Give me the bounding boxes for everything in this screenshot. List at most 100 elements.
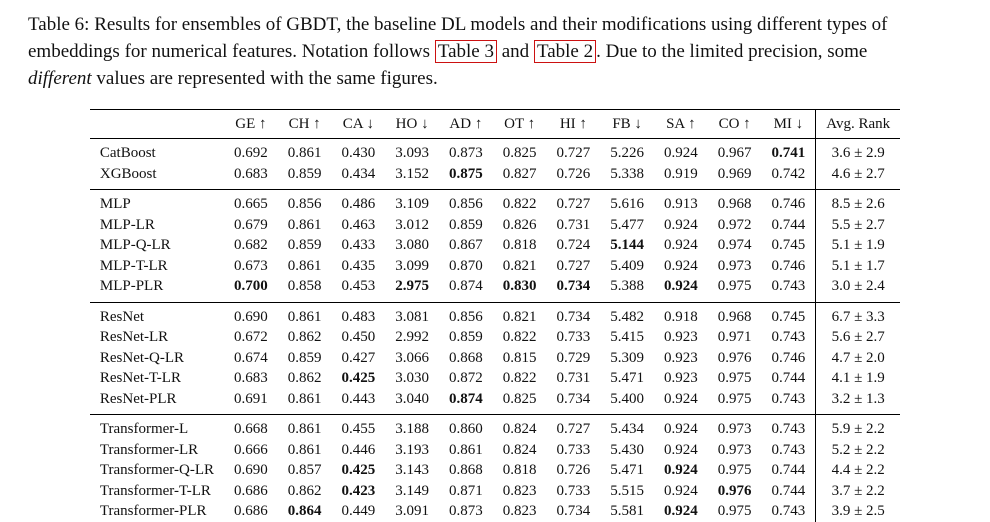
metric-value-cell: 0.822: [502, 329, 537, 346]
column-header: HI ↑: [546, 108, 601, 140]
metric-value-cell: 0.743: [771, 390, 806, 407]
metric-value-cell: 5.515: [610, 482, 644, 499]
metric-value-cell: 3.081: [395, 308, 429, 325]
metric-value-cell: 0.859: [449, 329, 483, 346]
table-row: ResNet 0.690 0.861 0.483 3.081 0.856 0.821 0.73…: [90, 302, 901, 328]
avg-rank-cell: 3.0 ± 2.4: [815, 276, 901, 303]
metric-value-cell: 0.861: [287, 216, 322, 233]
ref-link[interactable]: Table 2: [533, 39, 597, 63]
metric-value-cell: 0.731: [556, 216, 591, 233]
metric-value-cell: 0.726: [556, 165, 591, 182]
metric-value-cell: 0.734: [556, 390, 591, 407]
metric-value-cell: 0.827: [502, 165, 537, 182]
metric-value-cell: 0.861: [287, 441, 322, 458]
metric-value-cell: 0.731: [556, 370, 591, 387]
caption-text: and: [497, 40, 534, 62]
metric-value-cell: 3.066: [395, 349, 429, 366]
metric-value-cell: 0.918: [664, 308, 698, 325]
metric-value-cell: 0.734: [556, 503, 591, 520]
metric-value-cell: 0.425: [341, 370, 376, 387]
metric-value-cell: 0.673: [234, 257, 268, 274]
metric-value-cell: 0.746: [771, 257, 806, 274]
ref-link[interactable]: Table 3: [434, 39, 497, 63]
metric-value-cell: 0.924: [664, 462, 698, 479]
metric-value-cell: 0.975: [717, 278, 752, 295]
metric-value-cell: 0.486: [341, 196, 376, 213]
metric-value-cell: 0.743: [771, 421, 806, 438]
metric-value-cell: 0.924: [664, 257, 698, 274]
metric-value-cell: 0.726: [556, 462, 591, 479]
model-name-cell: MLP-Q-LR: [99, 237, 171, 254]
metric-value-cell: 0.976: [717, 482, 752, 499]
metric-value-cell: 0.746: [771, 349, 806, 366]
column-header: AD ↑: [439, 108, 493, 140]
table-row: ResNet-T-LR 0.683 0.862 0.425 3.030 0.872 0.82…: [90, 368, 901, 390]
metric-value-cell: 0.690: [234, 308, 268, 325]
metric-value-cell: 0.825: [502, 145, 537, 162]
metric-value-cell: 0.923: [664, 349, 698, 366]
metric-value-cell: 0.425: [341, 462, 376, 479]
metric-value-cell: 0.919: [664, 165, 698, 182]
metric-value-cell: 0.744: [771, 216, 806, 233]
metric-value-cell: 0.924: [664, 278, 698, 295]
metric-value-cell: 0.976: [717, 349, 752, 366]
metric-value-cell: 0.700: [234, 278, 268, 295]
metric-value-cell: 0.435: [341, 257, 376, 274]
metric-value-cell: 5.434: [610, 421, 644, 438]
model-name-cell: Transformer-L: [99, 421, 189, 438]
metric-value-cell: 0.856: [449, 308, 483, 325]
avg-rank-cell: 4.4 ± 2.2: [815, 460, 901, 482]
model-name-cell: MLP: [99, 196, 131, 213]
table-row: MLP-PLR 0.700 0.858 0.453 2.975 0.874 0.830 0.7…: [90, 276, 901, 303]
model-name-cell: Transformer-PLR: [99, 503, 207, 520]
avg-rank-cell: 4.6 ± 2.7: [815, 164, 901, 190]
column-header: SA ↑: [654, 108, 708, 140]
metric-value-cell: 0.830: [502, 278, 537, 295]
model-name-cell: Transformer-T-LR: [99, 482, 211, 499]
metric-value-cell: 0.825: [502, 390, 537, 407]
metric-value-cell: 0.972: [717, 216, 752, 233]
metric-value-cell: 0.745: [771, 237, 806, 254]
avg-rank-cell: 4.7 ± 2.0: [815, 348, 901, 369]
metric-value-cell: 0.434: [341, 165, 376, 182]
table-group: MLP 0.665 0.856 0.486 3.109 0.856 0.822 0.727 5.…: [89, 189, 901, 303]
metric-value-cell: 3.080: [395, 237, 429, 254]
table-header: GE ↑ CH ↑ CA ↓ HO ↓ AD ↑ OT ↑ HI ↑ FB ↓ SA ↑ CO ↑…: [89, 108, 901, 140]
metric-value-cell: 0.862: [287, 482, 322, 499]
metric-value-cell: 0.430: [341, 145, 376, 162]
metric-value-cell: 0.446: [341, 441, 376, 458]
avg-rank-cell: 5.1 ± 1.9: [815, 235, 901, 257]
metric-value-cell: 0.874: [449, 390, 483, 407]
column-header: MI ↓: [761, 108, 816, 140]
avg-rank-cell: 3.7 ± 2.2: [815, 481, 901, 502]
metric-value-cell: 0.859: [287, 237, 322, 254]
model-name-cell: ResNet-T-LR: [99, 370, 181, 387]
metric-value-cell: 0.433: [341, 237, 376, 254]
metric-value-cell: 0.875: [449, 165, 483, 182]
table-row: MLP-T-LR 0.673 0.861 0.435 3.099 0.870 0.821 0.…: [90, 256, 901, 277]
metric-value-cell: 0.924: [664, 216, 698, 233]
metric-value-cell: 0.691: [234, 390, 268, 407]
table-row: Transformer-T-LR 0.686 0.862 0.423 3.149 0.87…: [90, 481, 901, 502]
metric-value-cell: 0.483: [341, 308, 376, 325]
table-row: Transformer-LR 0.666 0.861 0.446 3.193 0.861 0…: [90, 440, 901, 461]
metric-value-cell: 0.727: [556, 257, 591, 274]
metric-value-cell: 0.868: [449, 462, 483, 479]
metric-value-cell: 0.443: [341, 390, 376, 407]
caption-text: values are represented with the same fig…: [91, 67, 438, 89]
metric-value-cell: 0.868: [449, 349, 483, 366]
metric-value-cell: 0.746: [771, 196, 806, 213]
model-name-cell: MLP-PLR: [99, 278, 164, 295]
metric-value-cell: 0.743: [771, 503, 806, 520]
metric-value-cell: 0.856: [287, 196, 322, 213]
metric-value-cell: 0.733: [556, 441, 591, 458]
metric-value-cell: 5.471: [610, 370, 644, 387]
model-name-cell: ResNet-Q-LR: [99, 349, 185, 366]
metric-value-cell: 0.867: [449, 237, 483, 254]
metric-value-cell: 0.975: [717, 462, 752, 479]
avg-rank-cell: 5.2 ± 2.2: [815, 440, 901, 461]
metric-value-cell: 0.724: [556, 237, 591, 254]
metric-value-cell: 0.968: [717, 308, 752, 325]
metric-value-cell: 0.683: [234, 165, 268, 182]
metric-value-cell: 0.744: [771, 462, 806, 479]
